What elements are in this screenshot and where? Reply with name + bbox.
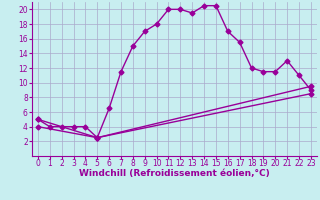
X-axis label: Windchill (Refroidissement éolien,°C): Windchill (Refroidissement éolien,°C) — [79, 169, 270, 178]
